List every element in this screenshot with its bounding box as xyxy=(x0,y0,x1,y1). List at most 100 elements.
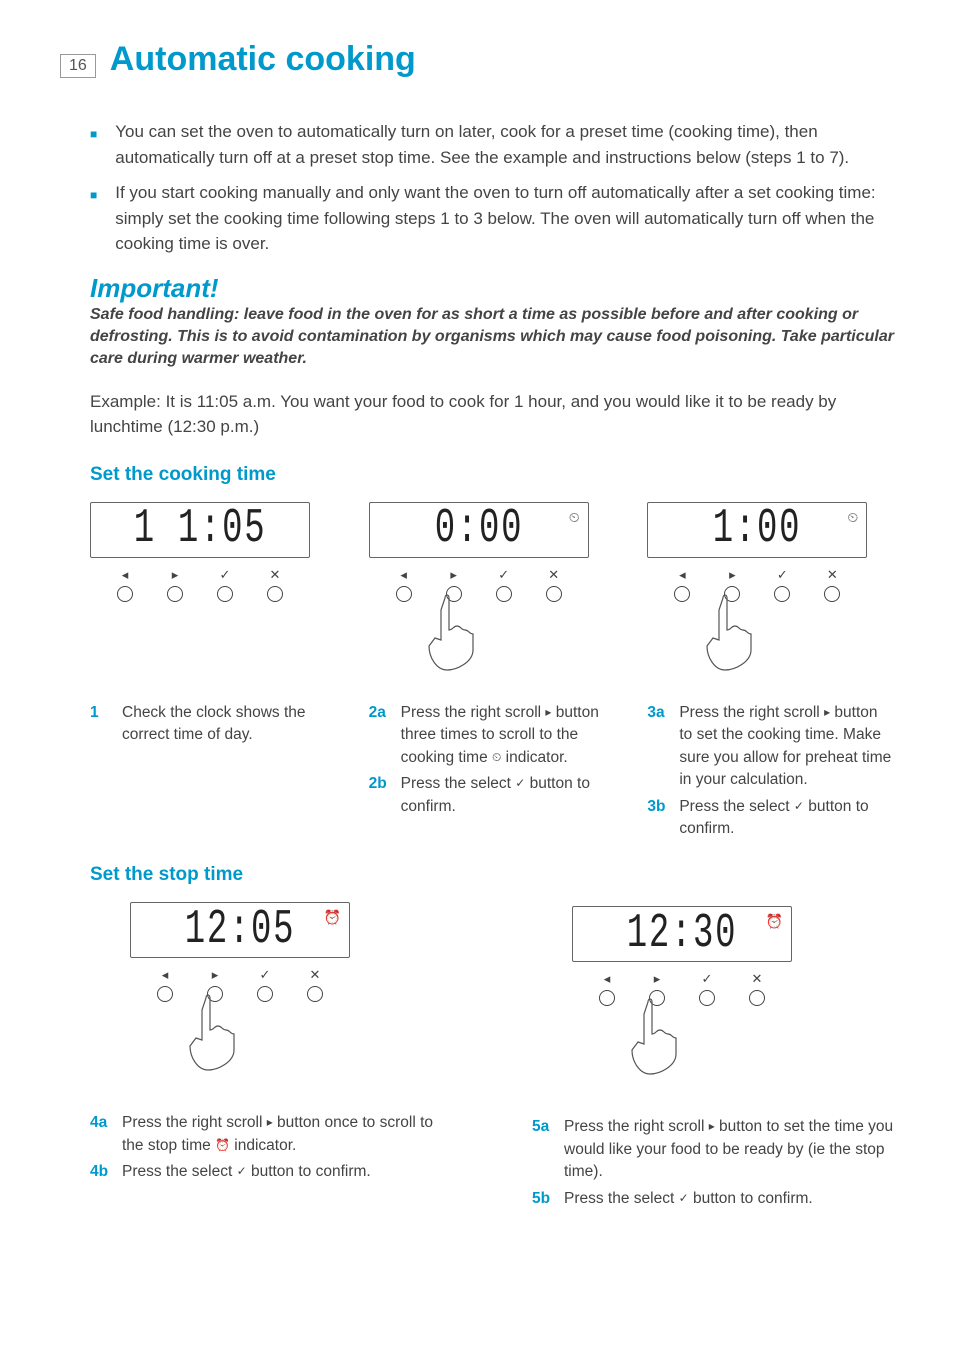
button-circle[interactable] xyxy=(699,990,715,1006)
button-circle[interactable] xyxy=(599,990,615,1006)
display-value: 12:05 xyxy=(185,903,296,957)
step-5a: 5a Press the right scroll ▸ button to se… xyxy=(532,1116,894,1183)
stop-time-right: 12:30 ⏰ ◂ ▸ ✓ ✕ 5a Press the right scrol… xyxy=(532,864,894,1214)
page-number: 16 xyxy=(60,54,96,78)
step-2b: 2b Press the select ✓ button to confirm. xyxy=(369,773,616,818)
step-number: 1 xyxy=(90,702,112,747)
page-header: 16 Automatic cooking xyxy=(60,40,894,79)
clock-display: 0:00 ⏲ xyxy=(369,502,589,558)
right-arrow-icon: ▸ xyxy=(212,966,219,984)
x-icon: ✕ xyxy=(548,566,559,584)
display-value: 1 1:05 xyxy=(134,503,267,557)
check-icon: ✓ xyxy=(260,966,271,984)
right-arrow-icon: ▸ xyxy=(450,566,457,584)
cooking-time-icon: ⏲ xyxy=(492,750,501,764)
clock-display: 12:05 ⏰ xyxy=(130,902,350,958)
step-number: 4b xyxy=(90,1161,112,1183)
button-circle[interactable] xyxy=(546,586,562,602)
bullet-icon: ■ xyxy=(90,186,97,257)
right-arrow-icon: ▸ xyxy=(824,705,830,719)
section-cooking-time: Set the cooking time xyxy=(90,464,894,486)
x-icon: ✕ xyxy=(310,966,321,984)
important-heading: Important! xyxy=(90,273,894,304)
step-number: 5b xyxy=(532,1188,554,1210)
intro-bullet: ■ You can set the oven to automatically … xyxy=(90,119,894,170)
hand-pointer-icon xyxy=(620,994,700,1094)
step-2a: 2a Press the right scroll ▸ button three… xyxy=(369,702,616,769)
button-circle[interactable] xyxy=(496,586,512,602)
clock-display: 12:30 ⏰ xyxy=(572,906,792,962)
stop-time-icon: ⏰ xyxy=(766,913,783,930)
button-circle[interactable] xyxy=(267,586,283,602)
step-number: 3b xyxy=(647,796,669,841)
example-text: Example: It is 11:05 a.m. You want your … xyxy=(90,389,894,440)
button-circle[interactable] xyxy=(396,586,412,602)
button-circle[interactable] xyxy=(749,990,765,1006)
step-number: 2a xyxy=(369,702,391,769)
bullet-text: You can set the oven to automatically tu… xyxy=(115,119,894,170)
step-5b: 5b Press the select ✓ button to confirm. xyxy=(532,1188,894,1210)
clock-display: 1 1:05 xyxy=(90,502,310,558)
bullet-text: If you start cooking manually and only w… xyxy=(115,180,894,257)
check-icon: ✓ xyxy=(515,776,525,790)
right-arrow-icon: ▸ xyxy=(172,566,179,584)
button-row: ◂ ▸ ✓ ✕ xyxy=(100,566,300,602)
step-3b: 3b Press the select ✓ button to confirm. xyxy=(647,796,894,841)
right-arrow-icon: ▸ xyxy=(654,970,661,988)
page-title: Automatic cooking xyxy=(110,40,416,79)
step-1: 1 Check the clock shows the correct time… xyxy=(90,702,337,747)
button-circle[interactable] xyxy=(167,586,183,602)
x-icon: ✕ xyxy=(270,566,281,584)
button-circle[interactable] xyxy=(257,986,273,1002)
button-circle[interactable] xyxy=(824,586,840,602)
panel-1: 1 1:05 ◂ ▸ ✓ ✕ 1 Check the clock shows t… xyxy=(90,502,337,845)
step-text: Check the clock shows the correct time o… xyxy=(122,702,337,747)
step-text: Press the right scroll ▸ button to set t… xyxy=(564,1116,894,1183)
button-circle[interactable] xyxy=(307,986,323,1002)
clock-display: 1:00 ⏲ xyxy=(647,502,867,558)
display-value: 1:00 xyxy=(713,503,801,557)
button-circle[interactable] xyxy=(157,986,173,1002)
left-arrow-icon: ◂ xyxy=(162,966,169,984)
check-icon: ✓ xyxy=(498,566,509,584)
display-value: 0:00 xyxy=(434,503,522,557)
check-icon: ✓ xyxy=(679,1191,689,1205)
section-stop-time: Set the stop time xyxy=(90,864,452,886)
x-icon: ✕ xyxy=(752,970,763,988)
display-value: 12:30 xyxy=(627,907,738,961)
button-circle[interactable] xyxy=(674,586,690,602)
hand-pointer-icon xyxy=(695,590,775,690)
bullet-icon: ■ xyxy=(90,125,97,170)
step-number: 3a xyxy=(647,702,669,792)
button-circle[interactable] xyxy=(217,586,233,602)
left-arrow-icon: ◂ xyxy=(122,566,129,584)
cooking-time-icon: ⏲ xyxy=(569,509,580,526)
right-arrow-icon: ▸ xyxy=(267,1115,273,1129)
step-text: Press the right scroll ▸ button once to … xyxy=(122,1112,452,1157)
check-icon: ✓ xyxy=(794,799,804,813)
left-arrow-icon: ◂ xyxy=(604,970,611,988)
left-arrow-icon: ◂ xyxy=(679,566,686,584)
step-4a: 4a Press the right scroll ▸ button once … xyxy=(90,1112,452,1157)
x-icon: ✕ xyxy=(827,566,838,584)
cooking-time-panels: 1 1:05 ◂ ▸ ✓ ✕ 1 Check the clock shows t… xyxy=(90,502,894,845)
check-icon: ✓ xyxy=(777,566,788,584)
button-circle[interactable] xyxy=(774,586,790,602)
right-arrow-icon: ▸ xyxy=(545,705,551,719)
step-number: 2b xyxy=(369,773,391,818)
button-circle[interactable] xyxy=(117,586,133,602)
step-4b: 4b Press the select ✓ button to confirm. xyxy=(90,1161,452,1183)
left-arrow-icon: ◂ xyxy=(400,566,407,584)
stop-time-icon: ⏰ xyxy=(324,909,341,926)
cooking-time-icon: ⏲ xyxy=(847,509,858,526)
step-number: 5a xyxy=(532,1116,554,1183)
step-number: 4a xyxy=(90,1112,112,1157)
right-arrow-icon: ▸ xyxy=(709,1119,715,1133)
step-text: Press the right scroll ▸ button three ti… xyxy=(401,702,616,769)
stop-time-left: Set the stop time 12:05 ⏰ ◂ ▸ ✓ ✕ 4 xyxy=(90,864,452,1214)
panel-3: 1:00 ⏲ ◂ ▸ ✓ ✕ 3a Press the right scroll… xyxy=(647,502,894,845)
panel-2: 0:00 ⏲ ◂ ▸ ✓ ✕ 2a Press the right scroll… xyxy=(369,502,616,845)
step-text: Press the right scroll ▸ button to set t… xyxy=(679,702,894,792)
important-body: Safe food handling: leave food in the ov… xyxy=(90,304,894,371)
intro-bullet: ■ If you start cooking manually and only… xyxy=(90,180,894,257)
